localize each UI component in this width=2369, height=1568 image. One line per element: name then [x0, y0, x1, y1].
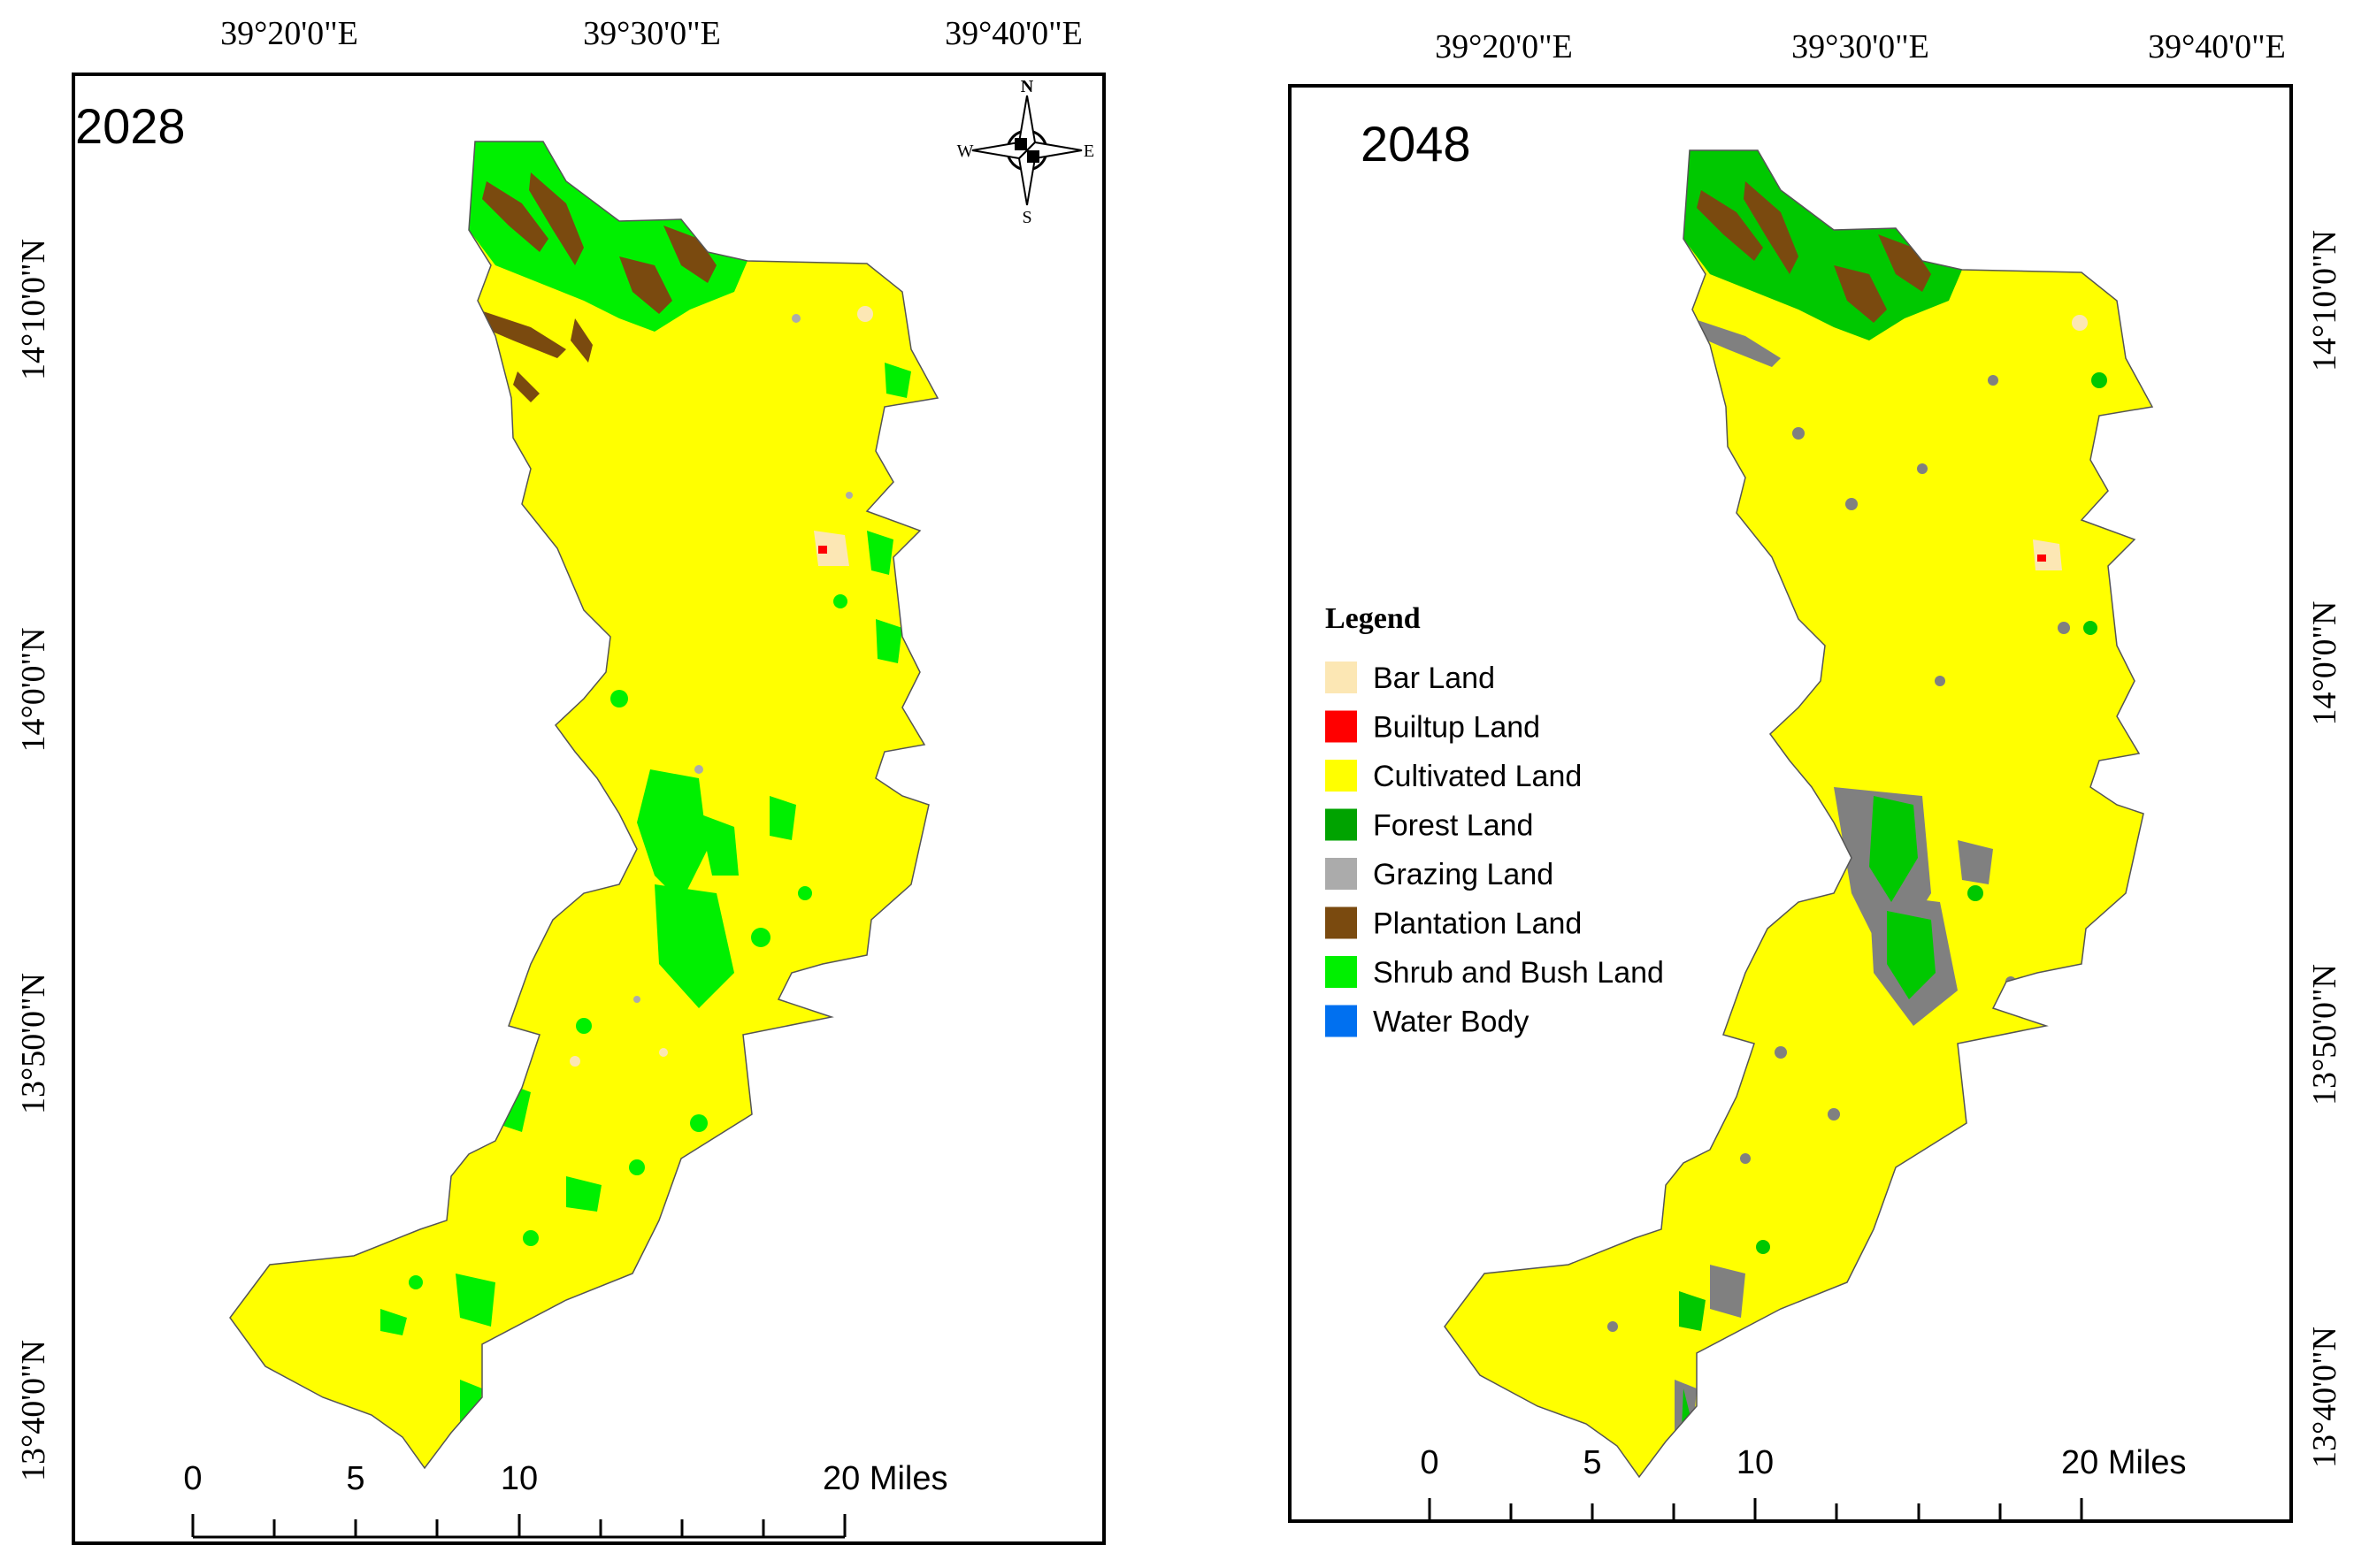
map-year-title: 2028: [75, 98, 186, 154]
map-year-title: 2048: [1361, 116, 1471, 172]
builtup-patch: [818, 546, 827, 554]
land-cover-map: [1444, 149, 2153, 1478]
legend: Legend Bar Land Builtup Land Cultivated La…: [1325, 602, 1664, 1039]
legend-label: Plantation Land: [1373, 907, 1582, 941]
lat-label: 13°40'0"N: [15, 1340, 52, 1481]
legend-title: Legend: [1325, 602, 1421, 635]
scale-label: 5: [346, 1460, 364, 1497]
scale-label: 20 Miles: [823, 1460, 948, 1497]
legend-item: Builtup Land: [1325, 710, 1540, 745]
lon-label: 39°40'0"E: [2148, 28, 2286, 65]
land-cover-map: [229, 141, 939, 1469]
north-arrow-w: W: [957, 142, 974, 161]
legend-label: Builtup Land: [1373, 711, 1540, 745]
north-arrow-n: N: [1021, 77, 1034, 96]
lat-label: 13°50'0"N: [2306, 964, 2343, 1105]
legend-item: Plantation Land: [1325, 906, 1582, 941]
legend-label: Water Body: [1373, 1006, 1529, 1039]
lat-label: 14°10'0"N: [15, 239, 52, 380]
map-panel-2028: 39°20'0"E 39°30'0"E 39°40'0"E 14°10'0"N …: [15, 15, 1106, 1545]
legend-swatch: [1325, 858, 1357, 890]
forest-patches: [1679, 372, 2107, 1428]
legend-swatch: [1325, 808, 1357, 841]
north-arrow: N S E W: [957, 77, 1095, 227]
plantation-patches: [1697, 181, 1931, 323]
north-arrow-s: S: [1022, 208, 1031, 227]
scale-bar: 0 5 10 20 Miles: [183, 1460, 948, 1539]
bar-land-patches: [570, 306, 873, 1067]
grazing-patches: [633, 314, 853, 1003]
legend-label: Forest Land: [1373, 809, 1533, 843]
lon-label: 39°30'0"E: [1791, 28, 1929, 65]
map-frame: [72, 73, 1106, 1545]
legend-label: Bar Land: [1373, 662, 1495, 695]
legend-item: Water Body: [1325, 1005, 1529, 1039]
legend-label: Cultivated Land: [1373, 760, 1582, 793]
scale-label: 20 Miles: [2061, 1444, 2187, 1481]
lat-label: 14°0'0"N: [15, 628, 52, 753]
legend-label: Shrub and Bush Land: [1373, 956, 1664, 990]
lat-label: 14°0'0"N: [2306, 601, 2343, 726]
lat-label: 13°40'0"N: [2306, 1327, 2343, 1468]
legend-swatch: [1325, 906, 1357, 939]
legend-swatch: [1325, 710, 1357, 743]
legend-swatch: [1325, 662, 1357, 693]
scale-bar: 0 5 10 20 Miles: [1420, 1444, 2187, 1523]
scale-label: 10: [501, 1460, 538, 1497]
scale-label: 10: [1736, 1444, 1774, 1481]
lon-label: 39°40'0"E: [945, 15, 1083, 52]
lat-label: 14°10'0"N: [2306, 230, 2343, 371]
legend-item: Bar Land: [1325, 662, 1495, 695]
legend-swatch: [1325, 956, 1357, 988]
lon-label: 39°20'0"E: [220, 15, 358, 52]
legend-swatch: [1325, 760, 1357, 792]
scale-label: 0: [1420, 1444, 1438, 1481]
scale-label: 0: [183, 1460, 202, 1497]
lon-label: 39°20'0"E: [1435, 28, 1573, 65]
legend-label: Grazing Land: [1373, 858, 1553, 891]
legend-item: Cultivated Land: [1325, 760, 1582, 793]
builtup-patch: [2037, 555, 2046, 562]
legend-swatch: [1325, 1005, 1357, 1037]
legend-item: Forest Land: [1325, 808, 1533, 843]
lat-label: 13°50'0"N: [15, 973, 52, 1114]
legend-item: Shrub and Bush Land: [1325, 956, 1664, 990]
lon-label: 39°30'0"E: [583, 15, 721, 52]
legend-item: Grazing Land: [1325, 858, 1553, 891]
bar-land-patches: [2033, 315, 2088, 570]
scale-label: 5: [1583, 1444, 1601, 1481]
north-arrow-e: E: [1084, 142, 1094, 161]
